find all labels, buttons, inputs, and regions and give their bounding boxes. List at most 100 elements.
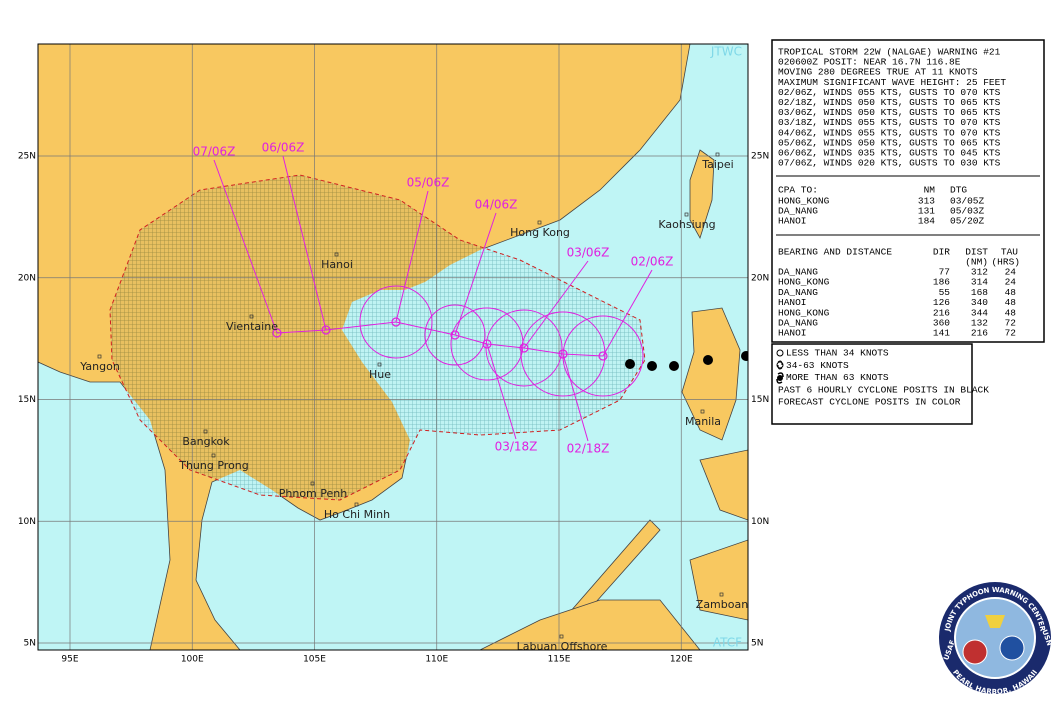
cpa-nm: 313 [918,196,935,207]
leader-line [523,260,589,349]
info-panel: TROPICAL STORM 22W (NALGAE) WARNING #210… [776,47,1020,408]
legend-line: FORECAST CYCLONE POSITS IN COLOR [778,397,961,408]
forecast-posit [272,328,282,338]
lat-label: 15N [18,395,36,405]
logo-emblem [999,635,1025,661]
credit-bottom: ATCF [713,636,742,650]
legend-line: 34-63 KNOTS [786,360,849,371]
bearing-units: (HRS) [991,257,1020,268]
bearing-dir: 141 [933,328,950,339]
place-marker [684,212,689,217]
forecast-label: 03/06Z [567,246,610,260]
forecast-track [276,321,604,357]
place-label: Hanoi [321,258,353,271]
bearing-dist: 132 [971,318,988,329]
place-marker [211,453,216,458]
cpa-name: DA_NANG [778,206,818,217]
place-label: Yangon [79,360,120,373]
forecast-posit [598,351,608,361]
cpa-header: NM [924,185,936,196]
place-marker [249,314,254,319]
bearing-dir: 186 [933,277,950,288]
past-posit [625,359,635,369]
place-marker [700,409,705,414]
forecast-posit [558,349,568,359]
place-label: Hue [369,368,391,381]
place-marker [354,502,359,507]
logo: JOINT TYPHOON WARNING CENTER PEARL HARBO… [939,582,1053,696]
forecast-label: 02/18Z [567,442,610,456]
past-posit [647,361,657,371]
past-posit [669,361,679,371]
legend-symbol [776,372,784,384]
cpa-dtg: 05/03Z [950,206,985,217]
place-label: Taipei [701,158,734,171]
cpa-nm: 184 [918,216,935,227]
cpa-name: HANOI [778,216,807,227]
forecast-posit [450,330,460,340]
forecast-label: 06/06Z [262,141,305,155]
visayas [699,449,748,521]
warning-box [771,39,1045,343]
luzon [681,307,741,441]
bearing-tau: 72 [1005,318,1017,329]
bearing-dir: 216 [933,307,950,318]
legend-box [771,343,973,425]
forecast-label: 07/06Z [193,145,236,159]
legend-symbol [777,375,783,381]
cpa-dtg: 05/20Z [950,216,985,227]
bearing-dir: 360 [933,318,950,329]
bearing-name: HONG_KONG [778,277,830,288]
lat-label: 5N [24,639,36,649]
lat-label: 25N [751,152,769,162]
leader-line [486,343,517,440]
legend-line: MORE THAN 63 KNOTS [786,372,889,383]
lat-label: 20N [18,273,36,283]
places: Taipei Kaohsiung Hong Kong Hanoi Vientaine Ya… [79,152,748,650]
place-label: Hong Kong [510,226,570,239]
cpa-header: DTG [950,185,967,196]
warning-line: 020600Z POSIT: NEAR 16.7N 116.8E [778,57,961,68]
bearing-dist: 344 [971,307,988,318]
bearing-tau: 72 [1005,328,1017,339]
warning-line: MAXIMUM SIGNIFICANT WAVE HEIGHT: 25 FEET [778,77,1006,88]
place-label: Phnom Penh [279,487,347,500]
place-label: Zamboan [696,598,748,611]
bearing-dir: 77 [939,267,950,278]
cpa-name: HONG_KONG [778,196,830,207]
place-label: Manila [685,415,721,428]
bearing-dist: 314 [971,277,988,288]
bearing-name: DA_NANG [778,267,818,278]
legend-symbol [776,361,784,369]
leader-line [602,269,653,357]
wind-region [109,174,646,501]
warning-line: 05/06Z, WINDS 050 KTS, GUSTS TO 065 KTS [778,137,1001,148]
place-marker [715,152,720,157]
place-label: Bangkok [182,435,230,448]
bearing-header: TAU [1001,247,1018,258]
warning-line: 04/06Z, WINDS 055 KTS, GUSTS TO 070 KTS [778,127,1001,138]
leader-line [282,155,327,331]
warning-line: 03/06Z, WINDS 050 KTS, GUSTS TO 065 KTS [778,107,1001,118]
lat-label: 10N [18,517,36,527]
bearing-name: HANOI [778,297,807,308]
leader-line [454,212,497,336]
danger-circle [562,315,644,397]
logo-center [954,597,1036,679]
leader-line [395,190,429,323]
forecast-posit [482,339,492,349]
lon-label: 115E [548,655,571,665]
past-posit [703,355,713,365]
lon-label: 100E [181,655,204,665]
lat-label: 10N [751,517,769,527]
bearing-tau: 48 [1005,297,1017,308]
leader-line [213,159,278,334]
bearing-name: HANOI [778,328,807,339]
place-marker [559,634,564,639]
track: 02/06Z 02/18Z 03/06Z 03/18Z 04/06Z 05/06Z 06/0… [193,141,748,456]
lat-label: 20N [751,273,769,283]
warning-line: 02/18Z, WINDS 050 KTS, GUSTS TO 065 KTS [778,97,1001,108]
bearing-dist: 312 [971,267,988,278]
bearing-tau: 24 [1005,277,1017,288]
place-label: Vientaine [226,320,278,333]
